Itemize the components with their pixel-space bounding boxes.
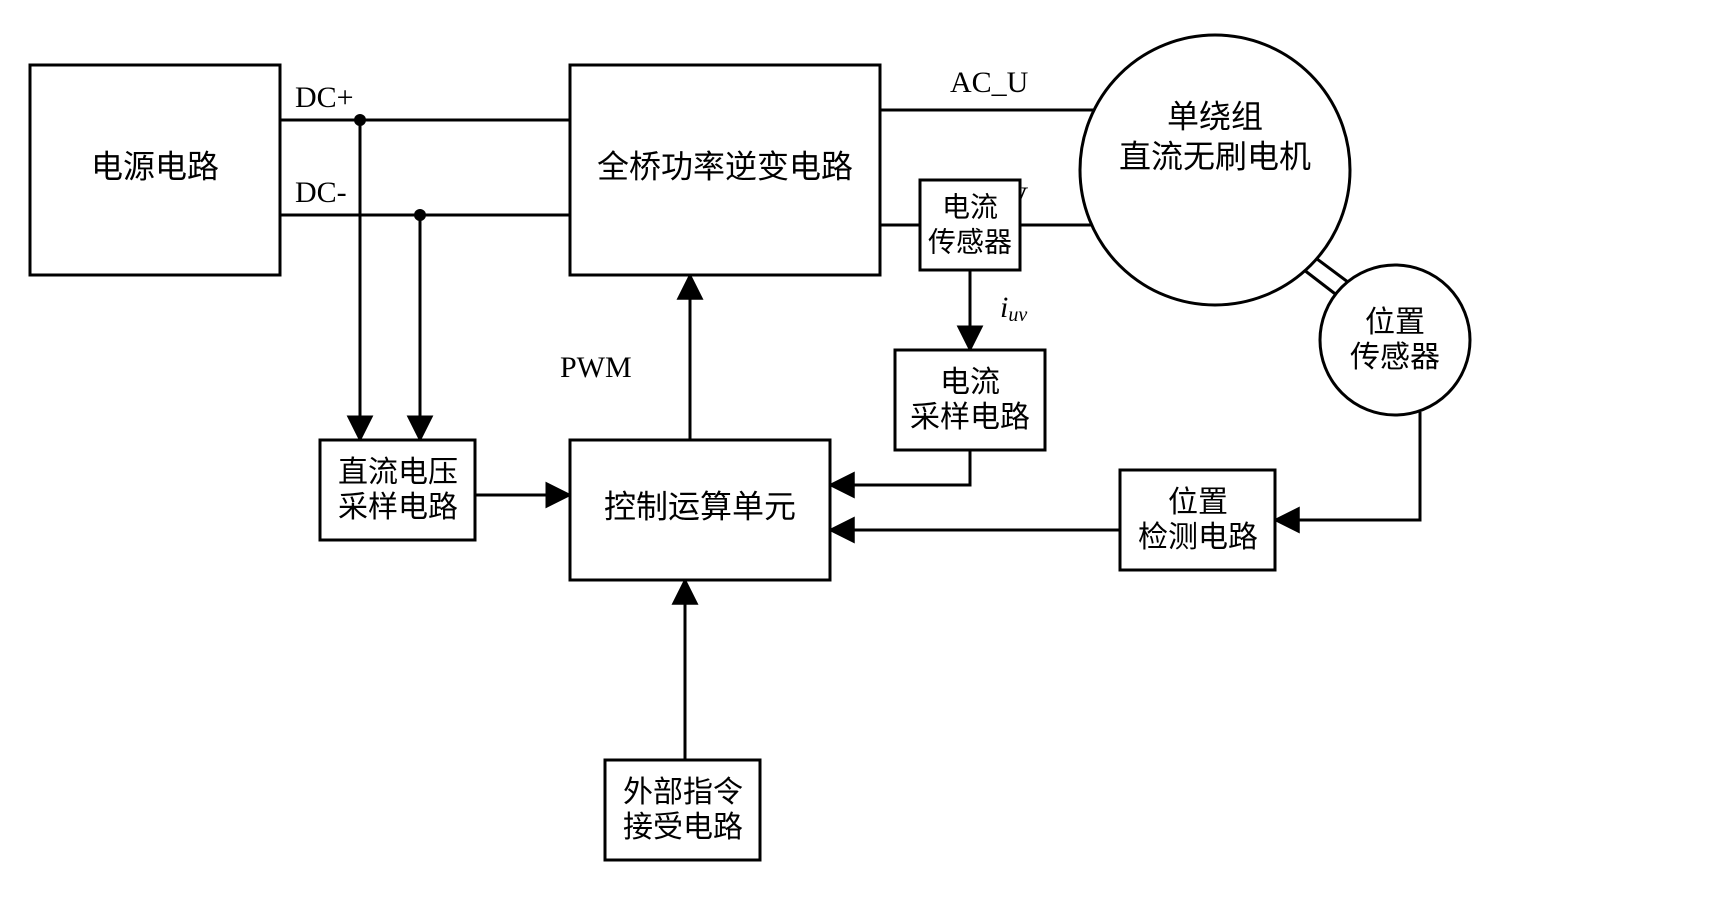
label-motor-1: 单绕组 — [1167, 98, 1263, 134]
label-inverter: 全桥功率逆变电路 — [597, 148, 853, 184]
wire-possensor-posdetect — [1275, 412, 1420, 520]
label-ac-u: AC_U — [950, 66, 1029, 99]
label-ext-cmd-1: 外部指令 — [623, 776, 743, 809]
label-pwm: PWM — [560, 351, 632, 384]
label-current-sensor-1: 电流 — [942, 191, 998, 223]
label-motor-2: 直流无刷电机 — [1119, 138, 1311, 174]
label-current-sensor-2: 传感器 — [928, 226, 1012, 258]
label-position-sensor-1: 位置 — [1365, 306, 1425, 339]
block-diagram: DC+ DC- AC_U AC_V iuv PWM 电源电路 全桥功率逆变电路 … — [0, 0, 1724, 916]
label-dc-sample-2: 采样电路 — [338, 491, 458, 524]
label-current-sample-2: 采样电路 — [910, 401, 1030, 434]
label-current-sample-1: 电流 — [940, 366, 1000, 399]
label-control-unit: 控制运算单元 — [604, 488, 796, 524]
label-dc-plus: DC+ — [295, 81, 354, 114]
label-position-detect-2: 检测电路 — [1138, 521, 1258, 554]
label-iuv: iuv — [1000, 291, 1027, 326]
wire-cursample-ctrl — [830, 450, 970, 485]
label-dc-sample-1: 直流电压 — [338, 456, 458, 489]
label-ext-cmd-2: 接受电路 — [623, 811, 743, 844]
label-position-sensor-2: 传感器 — [1350, 341, 1440, 374]
label-dc-minus: DC- — [295, 176, 347, 209]
label-position-detect-1: 位置 — [1168, 486, 1228, 519]
label-power-supply: 电源电路 — [91, 148, 219, 184]
